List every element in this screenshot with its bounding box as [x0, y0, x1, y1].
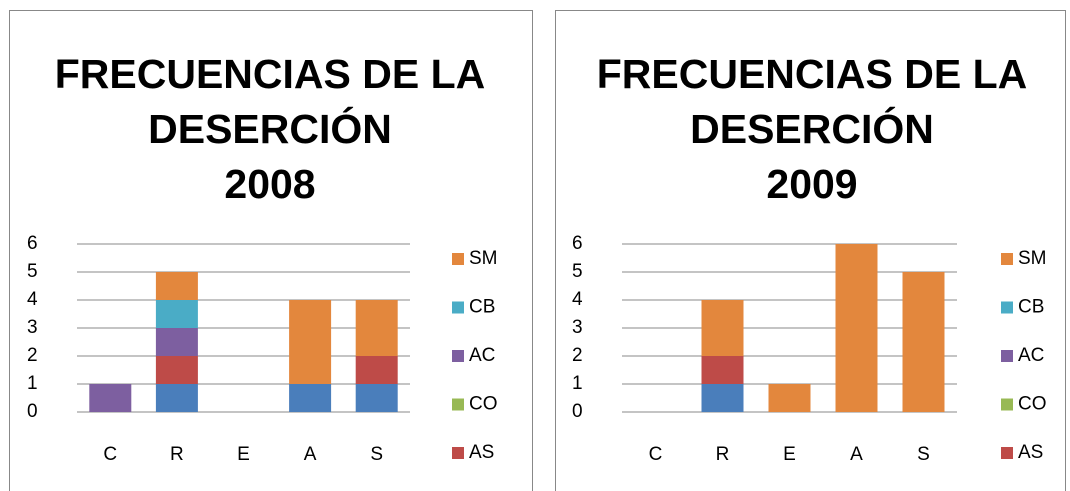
x-tick-label: A [304, 444, 317, 465]
bar-segment [155, 272, 198, 300]
chart-title: 2009 [766, 161, 857, 207]
x-tick-label: C [649, 444, 663, 465]
legend-swatch [452, 398, 464, 411]
bar-segment [701, 300, 744, 356]
y-tick-label: 6 [27, 233, 38, 254]
legend-label: SM [1018, 248, 1047, 269]
y-tick-label: 0 [27, 401, 38, 422]
y-tick-label: 3 [572, 317, 583, 338]
y-tick-label: 6 [572, 233, 583, 254]
chart-title: DESERCIÓN [690, 106, 934, 152]
bar-segment [768, 384, 811, 412]
bar-segment [355, 384, 398, 412]
y-tick-label: 1 [27, 373, 38, 394]
chart-title: FRECUENCIAS DE LA [55, 51, 486, 97]
legend-swatch [1001, 350, 1013, 362]
chart-title: FRECUENCIAS DE LA [597, 51, 1028, 97]
x-tick-label: A [850, 444, 863, 465]
legend-swatch [1001, 398, 1013, 411]
y-tick-label: 1 [572, 373, 583, 394]
legend-swatch [452, 350, 464, 362]
bar-segment [89, 384, 132, 412]
x-tick-label: E [783, 444, 796, 465]
y-tick-label: 2 [27, 345, 38, 366]
legend-swatch [1001, 301, 1013, 314]
bar-segment [701, 356, 744, 384]
y-tick-label: 3 [27, 317, 38, 338]
x-tick-label: C [103, 444, 117, 465]
legend-swatch [452, 253, 464, 265]
x-tick-label: S [917, 444, 930, 465]
bar-segment [355, 300, 398, 356]
legend-swatch [452, 447, 464, 459]
legend-label: CO [1018, 394, 1047, 415]
legend-label: AC [1018, 345, 1044, 366]
bar-segment [155, 356, 198, 384]
x-tick-label: R [170, 444, 184, 465]
bar-segment [701, 384, 744, 412]
x-tick-label: E [237, 444, 250, 465]
bar-segment [289, 384, 332, 412]
legend-label: SM [469, 248, 498, 269]
legend-swatch [1001, 253, 1013, 265]
legend-swatch [452, 301, 464, 314]
bar-segment [835, 244, 878, 412]
chart-title: DESERCIÓN [148, 106, 392, 152]
y-tick-label: 2 [572, 345, 583, 366]
bar-segment [155, 328, 198, 356]
legend-label: CB [1018, 297, 1044, 318]
bar-segment [289, 300, 332, 384]
bar-segment [155, 384, 198, 412]
y-tick-label: 5 [572, 261, 583, 282]
legend-label: AS [1018, 442, 1043, 463]
bar-segment [155, 300, 198, 328]
bar-segment [355, 356, 398, 384]
legend-swatch [1001, 447, 1013, 459]
y-tick-label: 5 [27, 261, 38, 282]
x-tick-label: R [716, 444, 730, 465]
legend-label: CO [469, 394, 498, 415]
legend-label: CB [469, 297, 495, 318]
y-tick-label: 4 [572, 289, 583, 310]
chart-title: 2008 [224, 161, 315, 207]
y-tick-label: 4 [27, 289, 38, 310]
x-tick-label: S [370, 444, 383, 465]
legend-label: AS [469, 442, 494, 463]
legend-label: AC [469, 345, 495, 366]
y-tick-label: 0 [572, 401, 583, 422]
bar-segment [902, 272, 945, 412]
